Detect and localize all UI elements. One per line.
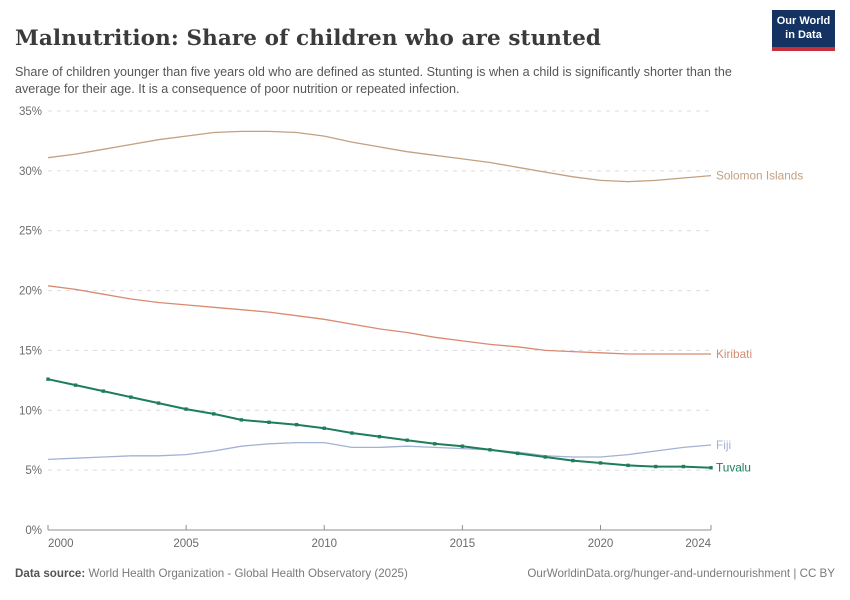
y-axis-label-20: 20% (19, 286, 42, 298)
owid-logo-line2: in Data (785, 28, 822, 41)
x-axis-label-2024: 2024 (685, 538, 711, 550)
series-line-fiji[interactable] (47, 441, 712, 461)
series-marker-tuvalu (156, 401, 161, 405)
series-label-kiribati[interactable]: Kiribati (716, 347, 752, 361)
chart-subtitle: Share of children younger than five year… (15, 64, 732, 97)
series-marker-tuvalu (350, 431, 354, 435)
series-line-tuvalu[interactable] (47, 378, 712, 469)
page-title: Malnutrition: Share of children who are … (15, 26, 601, 52)
series-marker-tuvalu (460, 444, 465, 448)
y-axis-label-0: 0% (25, 525, 42, 537)
owid-link[interactable]: OurWorldinData.org/hunger-and-undernouri… (527, 567, 835, 580)
series-marker-tuvalu (709, 466, 713, 470)
x-axis-label-2005: 2005 (173, 538, 199, 550)
y-axis-label-30: 30% (19, 166, 42, 178)
series-label-fiji[interactable]: Fiji (716, 438, 731, 452)
series-marker-tuvalu (654, 464, 658, 469)
x-axis-label-2010: 2010 (311, 538, 337, 550)
series-marker-tuvalu (488, 448, 492, 452)
y-axis-label-10: 10% (19, 405, 42, 417)
y-axis-label-25: 25% (19, 226, 42, 238)
series-marker-tuvalu (101, 389, 105, 393)
series-marker-tuvalu (598, 461, 603, 465)
series-line-kiribati[interactable] (47, 285, 711, 355)
y-axis-label-35: 35% (19, 106, 42, 118)
y-axis-label-5: 5% (25, 465, 42, 477)
owid-logo-line1: Our World (776, 15, 831, 27)
data-source: Data source: World Health Organization -… (15, 567, 408, 580)
series-marker-tuvalu (681, 464, 686, 469)
series-marker-tuvalu (267, 420, 271, 424)
series-marker-tuvalu (626, 463, 630, 468)
series-marker-tuvalu (212, 412, 216, 416)
x-axis-label-2015: 2015 (450, 538, 476, 550)
series-marker-tuvalu (433, 442, 437, 446)
series-marker-tuvalu (129, 395, 133, 399)
data-source-label: Data source: (15, 567, 86, 580)
series-marker-tuvalu (377, 434, 382, 439)
series-marker-tuvalu (294, 422, 299, 427)
series-marker-tuvalu (322, 426, 326, 430)
y-axis-label-15: 15% (19, 345, 42, 357)
line-chart-svg: 0% 5% 10% 15% 20% 25% 30% 35% 2000 2005 2010 2015 20… (19, 106, 803, 550)
series-label-solomon-islands[interactable]: Solomon Islands (716, 169, 803, 183)
series-label-tuvalu[interactable]: Tuvalu (716, 461, 751, 475)
x-axis-label-2020: 2020 (588, 538, 614, 550)
series-marker-tuvalu (405, 438, 409, 442)
series-line-solomon-islands[interactable] (47, 130, 712, 183)
x-axis-label-2000: 2000 (48, 538, 74, 550)
series-marker-tuvalu (73, 383, 78, 387)
line-chart: 0% 5% 10% 15% 20% 25% 30% 35% 2000 2005 2010 2015 20… (0, 95, 850, 555)
series-marker-tuvalu (184, 407, 188, 411)
series-marker-tuvalu (515, 451, 520, 456)
data-source-text: World Health Organization - Global Healt… (85, 567, 408, 580)
owid-logo[interactable]: Our World in Data (772, 10, 835, 51)
series-marker-tuvalu (239, 418, 244, 422)
series-marker-tuvalu (571, 458, 575, 463)
series-marker-tuvalu (46, 377, 50, 381)
series-marker-tuvalu (543, 455, 547, 459)
